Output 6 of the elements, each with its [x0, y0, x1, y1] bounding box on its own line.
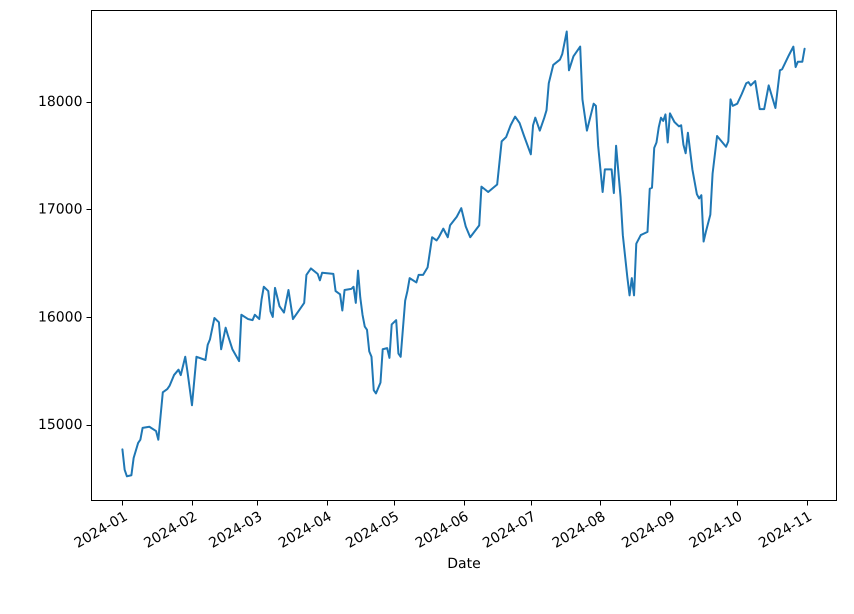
y-tick-label: 16000: [38, 309, 82, 326]
y-tick-label: 17000: [38, 202, 82, 218]
y-tick-label: 18000: [38, 94, 82, 110]
x-axis-title: Date: [447, 556, 481, 572]
line-series: [121, 30, 806, 478]
y-tick-label: 15000: [38, 417, 82, 434]
